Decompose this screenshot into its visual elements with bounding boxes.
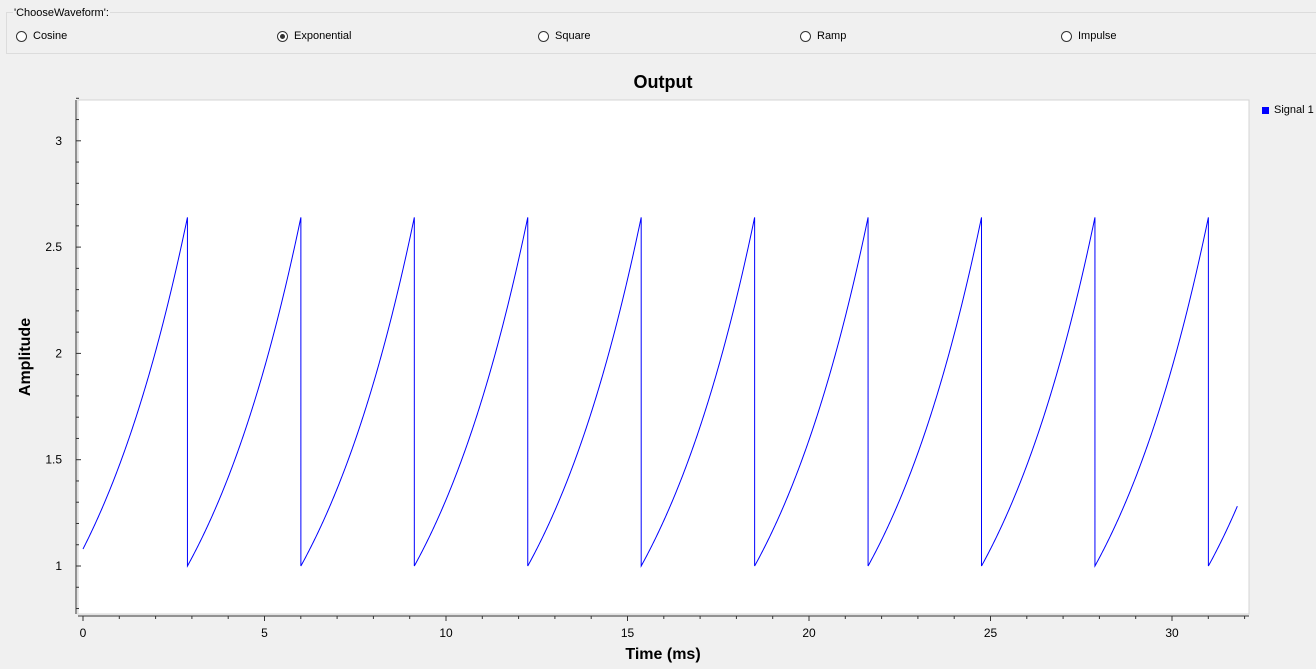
y-tick-label: 3	[55, 134, 62, 148]
x-axis-label: Time (ms)	[625, 646, 700, 663]
x-tick-label: 30	[1165, 626, 1179, 640]
radio-label-exponential: Exponential	[294, 30, 352, 42]
radio-circle-impulse[interactable]	[1061, 30, 1072, 42]
radio-cosine[interactable]: Cosine	[16, 30, 67, 42]
radio-circle-cosine[interactable]	[16, 30, 27, 42]
legend-label-signal-1: Signal 1	[1274, 104, 1314, 116]
x-tick-label: 20	[802, 626, 816, 640]
legend: Signal 1	[1262, 104, 1314, 116]
plot-title: Output	[633, 72, 693, 92]
waveform-group-title: 'ChooseWaveform':	[13, 7, 110, 19]
radio-circle-exponential[interactable]	[277, 30, 288, 42]
waveform-groupbox	[6, 12, 1316, 54]
plot-area	[77, 99, 1250, 615]
radio-circle-square[interactable]	[538, 30, 549, 42]
y-tick-label: 2.5	[45, 240, 62, 254]
x-tick-label: 10	[439, 626, 453, 640]
x-tick-label: 15	[621, 626, 635, 640]
y-axis-label: Amplitude	[17, 318, 34, 396]
signal-1-line	[82, 217, 1238, 568]
radio-impulse[interactable]: Impulse	[1061, 30, 1117, 42]
radio-label-impulse: Impulse	[1078, 30, 1117, 42]
legend-swatch-signal-1	[1262, 106, 1269, 114]
radio-label-cosine: Cosine	[33, 30, 68, 42]
x-tick-label: 25	[984, 626, 998, 640]
y-tick-label: 2	[55, 346, 62, 360]
radio-square[interactable]: Square	[538, 30, 590, 42]
radio-exponential[interactable]: Exponential	[277, 30, 352, 42]
radio-label-square: Square	[555, 30, 591, 42]
y-tick-label: 1.5	[45, 453, 62, 467]
radio-ramp[interactable]: Ramp	[800, 30, 846, 42]
x-tick-label: 5	[261, 626, 268, 640]
x-tick-label: 0	[80, 626, 87, 640]
radio-circle-ramp[interactable]	[800, 30, 811, 42]
y-tick-label: 1	[55, 559, 62, 573]
radio-label-ramp: Ramp	[817, 30, 847, 42]
